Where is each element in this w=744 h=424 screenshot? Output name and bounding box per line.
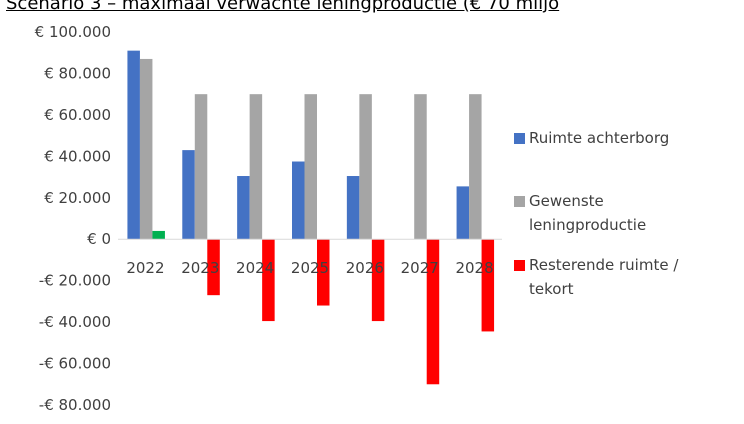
bar-2024-series-1	[237, 176, 250, 240]
legend-swatch-1	[514, 133, 525, 144]
bar-2027-series-3	[426, 239, 440, 385]
bar-2026-series-3	[371, 239, 385, 322]
bar-2023-series-2	[194, 94, 208, 240]
x-tick-label: 2028	[455, 259, 493, 277]
x-tick-label: 2024	[236, 259, 274, 277]
bar-2024-series-3	[262, 239, 275, 322]
bar-2028-series-3	[481, 239, 495, 332]
legend-label-1: Ruimte achterborg	[529, 129, 669, 147]
bar-2025-series-2	[304, 94, 317, 240]
bar-2025-series-1	[292, 161, 305, 240]
bar-2026-series-1	[346, 176, 360, 240]
bar-2023-series-1	[182, 150, 195, 240]
legend-swatch-3	[514, 260, 525, 271]
bar-2024-series-2	[249, 94, 263, 240]
bars	[127, 50, 495, 385]
y-axis-ticks: € 100.000 € 80.000 € 60.000 € 40.000 € 20.00…	[35, 23, 111, 414]
bar-2022-series-1	[127, 50, 140, 240]
x-tick-label: 2025	[291, 259, 329, 277]
bar-2022-series-3	[152, 230, 165, 240]
y-tick-label: € 40.000	[44, 147, 111, 165]
y-tick-label: € 20.000	[44, 189, 111, 207]
x-tick-label: 2026	[346, 259, 384, 277]
bar-2022-series-2	[139, 58, 153, 240]
x-tick-label: 2023	[181, 259, 219, 277]
bar-2026-series-2	[359, 94, 372, 240]
y-tick-label: € 0	[87, 230, 111, 248]
bar-2028-series-1	[456, 186, 470, 240]
bar-2028-series-2	[469, 94, 482, 240]
bar-2023-series-3	[207, 239, 220, 296]
y-tick-label: -€ 40.000	[39, 313, 111, 331]
y-tick-label: -€ 20.000	[39, 272, 111, 290]
chart-title: Scenario 3 – maximaal verwachte leningpr…	[6, 0, 560, 14]
legend-swatch-2	[514, 196, 525, 207]
y-tick-label: € 100.000	[35, 23, 111, 41]
legend: Ruimte achterborg Gewenste leningproductie…	[514, 129, 679, 298]
x-axis-ticks: 2022 2023 2024 2025 2026 2027 2028	[126, 259, 493, 277]
y-tick-label: -€ 80.000	[39, 396, 111, 414]
legend-label-2: Gewenste leningproductie	[529, 192, 646, 234]
bar-2025-series-3	[317, 239, 330, 306]
bar-2027-series-2	[414, 94, 427, 240]
x-tick-label: 2022	[126, 259, 164, 277]
x-tick-label: 2027	[401, 259, 439, 277]
y-tick-label: € 60.000	[44, 106, 111, 124]
legend-label-3: Resterende ruimte / tekort	[529, 256, 679, 298]
y-tick-label: € 80.000	[44, 64, 111, 82]
y-tick-label: -€ 60.000	[39, 355, 111, 373]
